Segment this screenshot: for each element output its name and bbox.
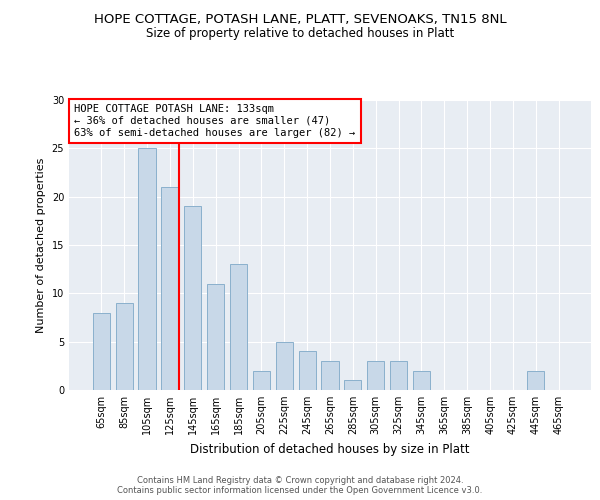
Bar (116, 303, 133, 390)
Text: Size of property relative to detached houses in Platt: Size of property relative to detached ho… (146, 28, 454, 40)
Bar (367, 361, 385, 390)
Bar (207, 284, 224, 390)
X-axis label: Distribution of detached houses by size in Platt: Distribution of detached houses by size … (190, 442, 470, 456)
Bar (299, 352, 316, 390)
Bar (527, 370, 544, 390)
Bar (322, 361, 338, 390)
Text: Contains HM Land Registry data © Crown copyright and database right 2024.
Contai: Contains HM Land Registry data © Crown c… (118, 476, 482, 495)
Bar (139, 148, 155, 390)
Y-axis label: Number of detached properties: Number of detached properties (36, 158, 46, 332)
Bar (230, 264, 247, 390)
Bar (253, 370, 270, 390)
Text: HOPE COTTAGE, POTASH LANE, PLATT, SEVENOAKS, TN15 8NL: HOPE COTTAGE, POTASH LANE, PLATT, SEVENO… (94, 12, 506, 26)
Text: HOPE COTTAGE POTASH LANE: 133sqm
← 36% of detached houses are smaller (47)
63% o: HOPE COTTAGE POTASH LANE: 133sqm ← 36% o… (74, 104, 355, 138)
Bar (390, 361, 407, 390)
Bar (275, 342, 293, 390)
Bar (413, 370, 430, 390)
Bar (161, 187, 178, 390)
Bar (344, 380, 361, 390)
Bar (93, 312, 110, 390)
Bar (184, 206, 202, 390)
